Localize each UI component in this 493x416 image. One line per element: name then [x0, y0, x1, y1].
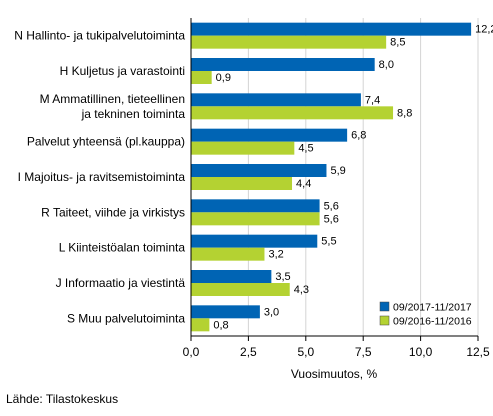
category-label: L Kiinteistöalan toiminta [59, 241, 186, 255]
bar [191, 234, 318, 248]
bar [191, 177, 293, 190]
bar [191, 35, 387, 49]
data-label: 12,2 [475, 24, 493, 36]
bar [191, 22, 472, 36]
bar [191, 212, 320, 226]
data-label: 6,8 [351, 130, 366, 142]
category-label: H Kuljetus ja varastointi [60, 64, 185, 78]
x-tick-label: 5,0 [297, 345, 314, 359]
data-label: 8,5 [390, 37, 405, 49]
bar [191, 128, 348, 142]
data-label: 8,0 [379, 59, 394, 71]
data-label: 3,5 [275, 271, 290, 283]
data-label: 3,0 [264, 306, 279, 318]
bar [191, 58, 375, 71]
category-label: ja tekninen toiminta [81, 107, 186, 121]
source-note: Lähde: Tilastokeskus [6, 392, 119, 406]
data-label: 4,3 [294, 284, 309, 296]
bar [191, 106, 394, 120]
x-tick-label: 7,5 [355, 345, 372, 359]
category-label: N Hallinto- ja tukipalvelutoiminta [14, 29, 185, 43]
category-label: Palvelut yhteensä (pl.kauppa) [27, 135, 185, 149]
x-tick-label: 0,0 [183, 345, 200, 359]
category-label: J Informaatio ja viestintä [56, 276, 186, 290]
legend-swatch [379, 301, 390, 312]
bar [191, 141, 295, 155]
bar [191, 71, 212, 84]
x-tick-label: 2,5 [240, 345, 257, 359]
bar [191, 93, 361, 107]
legend-label: 09/2017-11/2017 [393, 302, 472, 314]
data-label: 5,6 [324, 213, 339, 225]
category-label: S Muu palvelutoiminta [67, 311, 185, 325]
data-label: 0,8 [213, 319, 228, 331]
category-label: R Taiteet, viihde ja virkistys [41, 205, 185, 219]
bar [191, 283, 290, 296]
x-tick-label: 12,5 [466, 345, 490, 359]
bar [191, 164, 327, 177]
category-label: I Majoitus- ja ravitsemistoiminta [18, 170, 186, 184]
data-label: 4,5 [298, 143, 313, 155]
x-tick-label: 10,0 [409, 345, 433, 359]
data-label: 3,2 [268, 249, 283, 261]
data-label: 7,4 [365, 94, 380, 106]
data-label: 5,6 [324, 200, 339, 212]
data-label: 5,9 [330, 165, 345, 177]
bar [191, 199, 320, 213]
data-label: 8,8 [397, 107, 412, 119]
legend-label: 09/2016-11/2016 [393, 316, 472, 328]
data-label: 5,5 [321, 236, 336, 248]
x-axis-title: Vuosimuutos, % [291, 367, 378, 381]
bar [191, 270, 272, 283]
bar [191, 318, 210, 332]
bar [191, 305, 260, 319]
legend-swatch [379, 315, 390, 326]
data-label: 4,4 [296, 178, 311, 190]
bar [191, 247, 265, 261]
category-label: M Ammatillinen, tieteellinen [40, 92, 185, 106]
data-label: 0,9 [216, 72, 231, 84]
